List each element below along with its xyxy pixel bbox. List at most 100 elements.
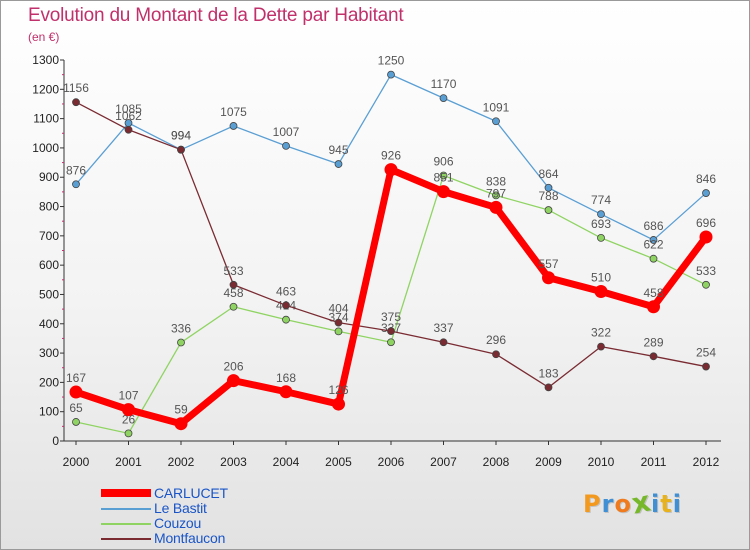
data-point-le-bastit — [334, 160, 343, 168]
data-point-carlucet — [122, 403, 135, 417]
x-tick-label: 2007 — [430, 455, 457, 469]
data-label-le-bastit: 1007 — [273, 125, 300, 139]
data-label-montfaucon: 1156 — [63, 81, 89, 95]
data-point-couzou — [124, 429, 133, 438]
data-point-montfaucon — [702, 362, 710, 371]
data-point-le-bastit — [649, 236, 658, 244]
data-point-carlucet — [542, 271, 555, 285]
y-tick-label: 0 — [52, 434, 59, 448]
data-label-carlucet: 510 — [591, 271, 611, 285]
legend-label-montfaucon: Montfaucon — [154, 530, 226, 546]
y-tick-label: 1000 — [32, 141, 59, 155]
data-point-couzou — [177, 338, 185, 347]
legend-label-carlucet: CARLUCET — [154, 485, 228, 501]
data-label-carlucet: 797 — [486, 186, 506, 200]
data-point-montfaucon — [72, 98, 80, 107]
data-label-couzou: 906 — [433, 154, 453, 168]
series-line-couzou — [75, 174, 707, 435]
data-point-montfaucon — [387, 327, 395, 335]
data-point-couzou — [597, 233, 605, 242]
data-label-carlucet: 696 — [696, 216, 716, 230]
chart-subtitle: (en €) — [28, 30, 60, 44]
chart-title: Evolution du Montant de la Dette par Hab… — [28, 5, 404, 26]
x-tick-label: 2003 — [220, 455, 247, 469]
data-point-couzou — [72, 418, 80, 426]
y-tick-label: 800 — [39, 200, 59, 214]
data-label-couzou: 693 — [591, 217, 611, 231]
data-point-couzou — [334, 327, 343, 336]
data-point-montfaucon — [282, 301, 290, 310]
y-tick-label: 300 — [39, 346, 59, 360]
x-tick-label: 2006 — [378, 455, 405, 469]
y-tick-label: 600 — [39, 258, 59, 272]
legend-swatch-le-bastit — [101, 508, 151, 510]
data-label-le-bastit: 1091 — [483, 100, 510, 114]
data-label-le-bastit: 846 — [696, 172, 716, 186]
data-label-le-bastit: 1170 — [431, 77, 457, 91]
data-label-montfaucon: 254 — [696, 346, 716, 360]
data-label-carlucet: 107 — [118, 389, 138, 403]
x-tick-label: 2011 — [641, 455, 667, 469]
data-label-couzou: 838 — [486, 174, 506, 188]
data-label-couzou: 458 — [223, 286, 243, 300]
data-label-montfaucon: 289 — [643, 335, 663, 349]
data-point-le-bastit — [387, 70, 395, 79]
data-point-montfaucon — [597, 342, 605, 351]
data-label-carlucet: 126 — [328, 383, 348, 397]
data-point-montfaucon — [229, 280, 238, 289]
data-point-montfaucon — [334, 318, 343, 327]
data-point-carlucet — [384, 163, 398, 177]
data-label-montfaucon: 404 — [328, 302, 348, 316]
y-tick-label: 1100 — [33, 112, 59, 126]
data-point-couzou — [387, 338, 395, 347]
data-point-carlucet — [489, 200, 503, 214]
data-point-montfaucon — [544, 383, 553, 392]
data-label-couzou: 533 — [696, 264, 716, 278]
y-tick-label: 1200 — [32, 82, 59, 96]
data-label-montfaucon: 463 — [276, 284, 296, 298]
y-tick-label: 900 — [39, 170, 59, 184]
data-point-carlucet — [437, 185, 450, 199]
data-point-le-bastit — [282, 141, 290, 150]
data-label-montfaucon: 375 — [381, 310, 401, 324]
y-tick-label: 500 — [39, 287, 59, 301]
data-point-montfaucon — [124, 125, 133, 134]
data-point-montfaucon — [439, 338, 448, 347]
data-point-couzou — [492, 191, 500, 200]
x-tick-label: 2000 — [63, 455, 90, 469]
data-label-le-bastit: 774 — [591, 193, 611, 207]
x-tick-label: 2005 — [325, 455, 352, 469]
data-point-montfaucon — [492, 350, 500, 359]
data-point-montfaucon — [177, 145, 185, 154]
data-label-le-bastit: 1075 — [220, 105, 247, 119]
x-tick-label: 2002 — [168, 455, 195, 469]
data-label-couzou: 26 — [122, 412, 136, 426]
data-label-le-bastit: 994 — [171, 129, 191, 143]
legend-label-le-bastit: Le Bastit — [154, 500, 207, 516]
proxiti-logo: Proxiti — [583, 484, 682, 521]
data-point-carlucet — [332, 397, 345, 411]
data-label-carlucet: 168 — [276, 371, 296, 385]
x-tick-label: 2012 — [693, 455, 720, 469]
data-label-couzou: 788 — [538, 189, 558, 203]
y-tick-label: 400 — [39, 317, 59, 331]
data-point-le-bastit — [72, 180, 80, 189]
y-tick-label: 1300 — [32, 53, 59, 67]
data-point-le-bastit — [492, 117, 500, 126]
x-tick-label: 2010 — [588, 455, 615, 469]
data-label-le-bastit: 686 — [643, 219, 663, 233]
data-label-carlucet: 167 — [66, 371, 86, 385]
x-tick-label: 2009 — [535, 455, 562, 469]
x-tick-label: 2001 — [115, 455, 142, 469]
y-tick-label: 100 — [39, 405, 59, 419]
data-label-montfaucon: 322 — [591, 326, 611, 340]
data-label-montfaucon: 296 — [486, 333, 506, 347]
data-label-carlucet: 851 — [433, 171, 453, 185]
data-label-le-bastit: 864 — [538, 167, 558, 181]
data-point-couzou — [282, 315, 290, 324]
legend-label-couzou: Couzou — [154, 515, 202, 531]
data-point-carlucet — [279, 385, 293, 399]
legend-swatch-carlucet — [101, 489, 151, 497]
legend-swatch-montfaucon — [101, 538, 151, 540]
